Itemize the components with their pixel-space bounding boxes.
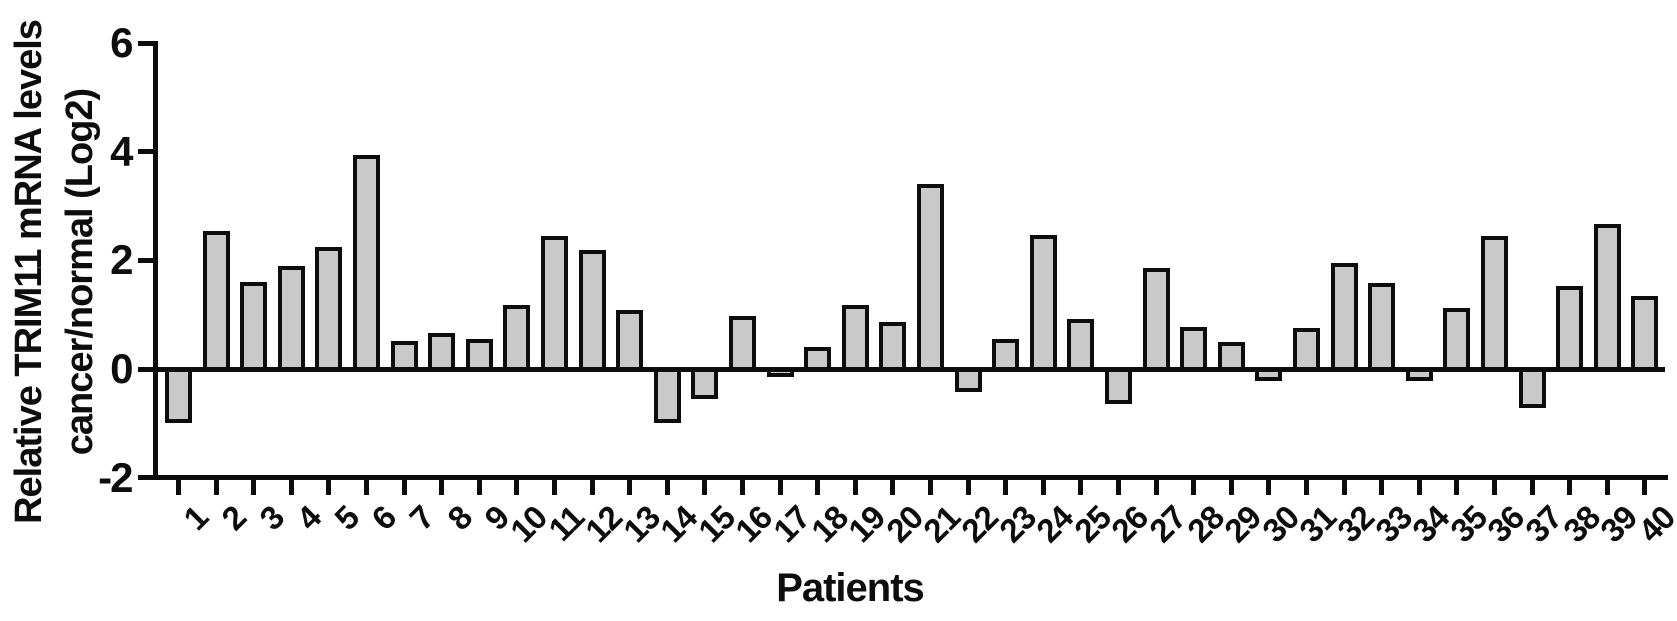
- bar: [1330, 263, 1358, 372]
- bar: [1368, 283, 1396, 372]
- x-tick: [1529, 480, 1535, 495]
- x-tick: [627, 480, 633, 495]
- x-tick: [1003, 480, 1009, 495]
- bar: [1067, 319, 1095, 372]
- bar: [315, 246, 343, 372]
- bar: [503, 305, 531, 372]
- x-tick: [401, 480, 407, 495]
- x-tick: [1454, 480, 1460, 495]
- y-tick-label: -2: [98, 453, 133, 501]
- bar: [1029, 234, 1057, 372]
- bar: [916, 184, 944, 372]
- bar: [277, 265, 305, 372]
- x-tick: [326, 480, 332, 495]
- bar: [1518, 366, 1546, 409]
- y-axis-label-line2: cancer/normal (Log2): [59, 88, 101, 456]
- bar: [1292, 328, 1320, 372]
- x-tick: [1416, 480, 1422, 495]
- x-tick: [852, 480, 858, 495]
- y-tick: [138, 149, 153, 155]
- x-tick: [1303, 480, 1309, 495]
- bar: [164, 366, 192, 424]
- x-tick: [476, 480, 482, 495]
- y-axis-label-line1: Relative TRIM11 mRNA levels: [8, 20, 50, 524]
- x-tick: [1379, 480, 1385, 495]
- zero-line: [155, 366, 1665, 372]
- bar: [240, 282, 268, 372]
- x-tick: [927, 480, 933, 495]
- y-tick: [138, 475, 153, 481]
- y-tick-label: 6: [110, 19, 133, 67]
- x-tick: [1078, 480, 1084, 495]
- y-tick: [138, 257, 153, 263]
- x-tick: [890, 480, 896, 495]
- bar: [728, 316, 756, 372]
- x-tick: [1341, 480, 1347, 495]
- bar: [202, 230, 230, 372]
- x-tick: [1040, 480, 1046, 495]
- x-tick: [551, 480, 557, 495]
- y-tick-label: 4: [110, 127, 133, 175]
- x-tick: [251, 480, 257, 495]
- x-tick: [1228, 480, 1234, 495]
- x-tick: [702, 480, 708, 495]
- bar: [691, 366, 719, 399]
- x-tick: [1491, 480, 1497, 495]
- bar: [1631, 296, 1659, 372]
- bar: [1480, 235, 1508, 372]
- x-tick: [288, 480, 294, 495]
- bar: [653, 366, 681, 424]
- y-tick-label: 2: [110, 236, 133, 284]
- x-tick: [1642, 480, 1648, 495]
- x-tick: [1153, 480, 1159, 495]
- bar: [879, 321, 907, 372]
- x-tick: [1266, 480, 1272, 495]
- bar: [1142, 268, 1170, 372]
- x-tick: [1191, 480, 1197, 495]
- y-axis-label: Relative TRIM11 mRNA levels cancer/norma…: [4, 0, 106, 592]
- x-tick: [175, 480, 181, 495]
- y-tick: [138, 366, 153, 372]
- y-axis-line: [153, 41, 158, 480]
- x-tick: [664, 480, 670, 495]
- bar: [390, 340, 418, 372]
- bar: [540, 235, 568, 372]
- x-axis-label: Patients: [776, 566, 925, 610]
- bar: [616, 310, 644, 372]
- bar: [1104, 366, 1132, 404]
- bar: [1443, 308, 1471, 372]
- y-tick-label: 0: [110, 345, 133, 392]
- y-tick: [138, 40, 153, 46]
- x-tick: [589, 480, 595, 495]
- bar: [1593, 224, 1621, 372]
- x-tick: [363, 480, 369, 495]
- x-tick: [777, 480, 783, 495]
- x-tick: [213, 480, 219, 495]
- x-tick: [739, 480, 745, 495]
- bar: [578, 249, 606, 372]
- x-axis-line: [153, 475, 1668, 480]
- x-tick: [1115, 480, 1121, 495]
- bar: [1556, 286, 1584, 372]
- x-tick: [965, 480, 971, 495]
- bar: [1180, 326, 1208, 372]
- x-tick: [439, 480, 445, 495]
- x-tick: [1567, 480, 1573, 495]
- x-tick: [1604, 480, 1610, 495]
- bar: [352, 154, 380, 372]
- x-tick: [815, 480, 821, 495]
- bar: [841, 304, 869, 372]
- x-tick: [514, 480, 520, 495]
